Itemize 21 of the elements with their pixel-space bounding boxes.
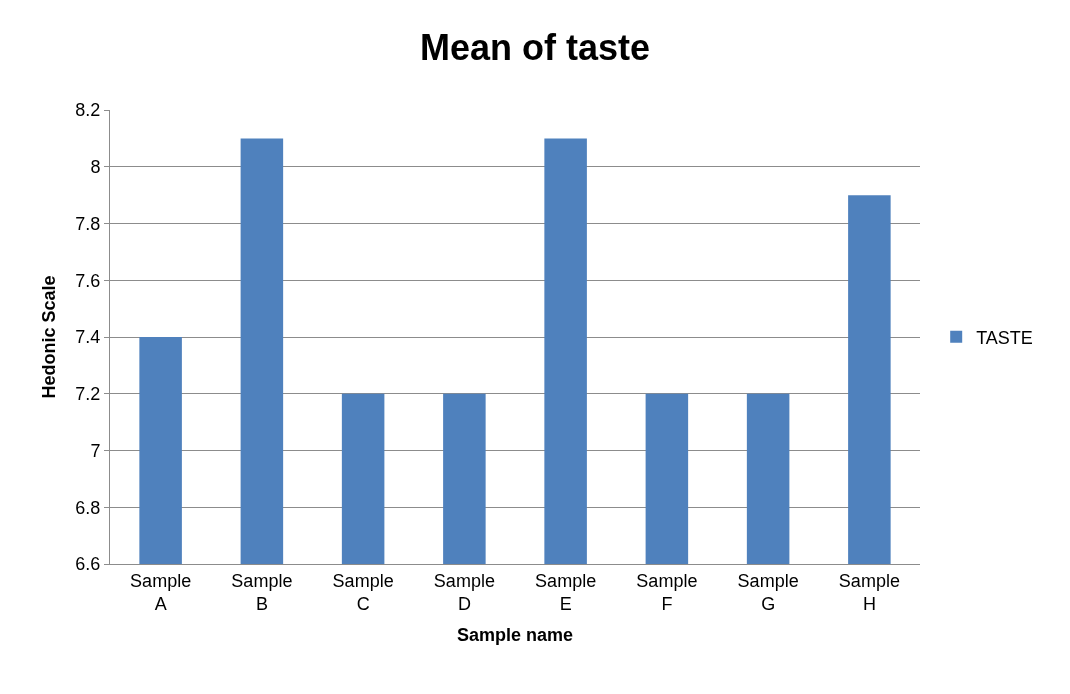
y-tick-label: 7 [90,440,101,461]
y-tick-label: 6.6 [75,554,101,575]
x-tick-label: Sample B [231,570,293,614]
y-tick-label: 6.8 [75,497,101,518]
x-tick-label: Sample D [433,570,495,614]
x-tick-label: Sample A [130,570,192,614]
x-tick-label: Sample H [838,570,900,614]
y-tick-label: 7.2 [75,384,101,405]
y-tick-label: 8 [90,157,101,178]
legend-label: TASTE [976,327,1033,348]
y-tick-label: 7.8 [75,213,101,234]
x-tick-label: Sample C [332,570,394,614]
y-tick-label: 7.6 [75,270,101,291]
x-tick-label: Sample F [636,570,698,614]
y-tick-label: 7.4 [75,327,101,348]
chart-title: Mean of taste [419,26,651,68]
x-tick-label: Sample E [535,570,597,614]
x-tick-label: Sample G [737,570,799,614]
y-tick-label: 8.2 [75,100,101,121]
x-axis-title: Sample name [456,625,574,646]
y-axis-title: Hedonic Scale [38,275,59,399]
